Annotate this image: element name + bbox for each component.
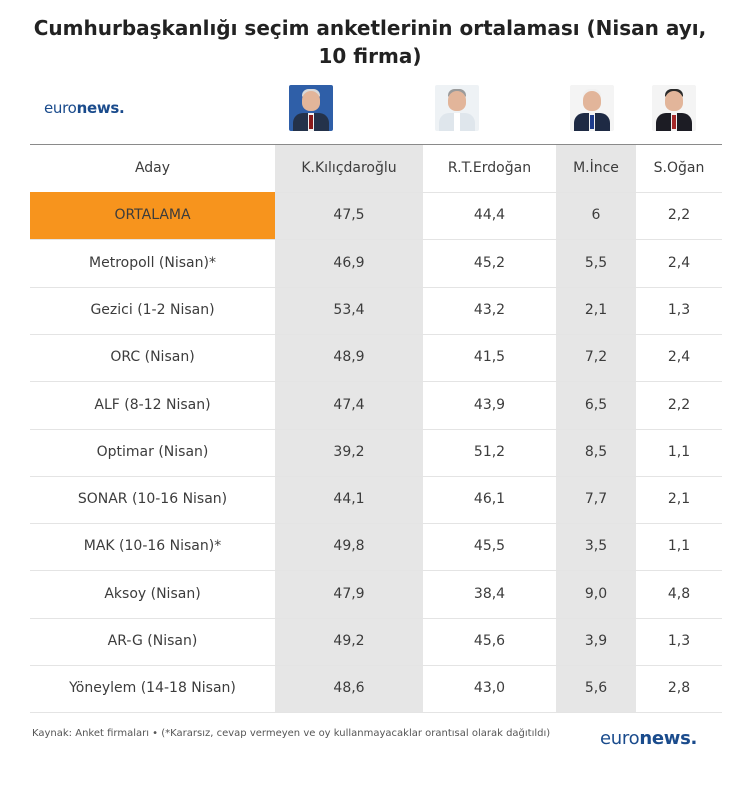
cell-col-ogan: 2,4	[667, 254, 691, 271]
cell-col-kilicdaroglu: 48,9	[333, 349, 365, 366]
cell-col-ogan: 1,3	[667, 633, 691, 649]
cell-col-erdogan: 51,2	[473, 443, 506, 460]
row-label: ALF (8-12 Nisan)	[94, 396, 211, 413]
table-row: Gezici (1-2 Nisan) 53,4 43,2 2,1 1,3	[30, 287, 722, 335]
cell-col-ince: 3,9	[584, 633, 608, 649]
average-row: ORTALAMA 47,5 44,4 6 2,2	[30, 192, 722, 241]
cell-col-ogan: 2,8	[667, 680, 691, 697]
row-label: Yöneylem (14-18 Nisan)	[69, 680, 236, 697]
cell-col-ince: 5,5	[584, 254, 608, 271]
cell-col-ince: 7,2	[584, 349, 608, 366]
cell-col-erdogan: 38,4	[473, 585, 506, 602]
cell-col-kilicdaroglu: 44,1	[333, 491, 365, 508]
cell-col-ogan: 2,2	[667, 396, 691, 413]
table-row: Aksoy (Nisan) 47,9 38,4 9,0 4,8	[30, 571, 722, 619]
cell-col-ince: 3,5	[584, 538, 608, 555]
cell-col-erdogan: 43,2	[473, 301, 506, 318]
cell-col-ogan: 4,8	[667, 585, 691, 602]
logo-prefix: euro	[44, 99, 77, 117]
table-row: ALF (8-12 Nisan) 47,4 43,9 6,5 2,2	[30, 382, 722, 430]
row-label: ORC (Nisan)	[110, 349, 195, 366]
cell-col-erdogan: 41,5	[473, 349, 506, 366]
cell-col-ince: 9,0	[584, 585, 608, 602]
cell-col-kilicdaroglu: 47,9	[333, 585, 365, 602]
source-note: Kaynak: Anket firmaları • (*Kararsız, ce…	[32, 728, 551, 739]
table-row: SONAR (10-16 Nisan) 44,1 46,1 7,7 2,1	[30, 476, 722, 525]
cell-col-kilicdaroglu: 49,8	[333, 538, 365, 555]
cell-col-ogan: 1,3	[667, 301, 691, 318]
cell-col-ince: 6,5	[584, 396, 608, 413]
logo-dot: .	[690, 728, 698, 749]
header-rule	[30, 144, 722, 145]
table-row: Metropoll (Nisan)* 46,9 45,2 5,5 2,4	[30, 240, 722, 288]
header-col-ince: M.İnce	[573, 160, 619, 176]
table-row: AR-G (Nisan) 49,2 45,6 3,9 1,3	[30, 618, 722, 666]
cell-col-ince: 7,7	[584, 491, 608, 508]
cell-col-kilicdaroglu: 39,2	[333, 443, 365, 460]
logo-dot: .	[119, 99, 125, 117]
cell-col-ogan: 1,1	[667, 443, 691, 460]
header-col-kilicdaroglu: K.Kılıçdaroğlu	[301, 160, 397, 176]
cell-col-ogan: 2,2	[667, 207, 691, 224]
candidate-photo-kilicdaroglu	[289, 85, 333, 131]
table-card: euronews. Aday K.Kılıçdaroğlu R.	[30, 72, 722, 772]
candidate-photo-erdogan	[435, 85, 479, 131]
candidate-photo-ince	[570, 85, 614, 131]
euronews-logo: euronews.	[44, 99, 125, 117]
cell-col-ince: 6	[591, 207, 601, 224]
table-row: Optimar (Nisan) 39,2 51,2 8,5 1,1	[30, 429, 722, 477]
cell-col-kilicdaroglu: 49,2	[333, 633, 365, 649]
cell-col-ogan: 2,4	[667, 349, 691, 366]
chart-title: Cumhurbaşkanlığı seçim anketlerinin orta…	[33, 16, 707, 68]
cell-col-erdogan: 46,1	[473, 491, 506, 508]
cell-col-erdogan: 45,5	[473, 538, 506, 555]
row-label: MAK (10-16 Nisan)*	[83, 538, 222, 555]
row-label: Metropoll (Nisan)*	[89, 254, 216, 271]
cell-col-ince: 5,6	[584, 680, 608, 697]
row-label: AR-G (Nisan)	[107, 633, 198, 649]
cell-col-erdogan: 43,9	[473, 396, 506, 413]
table-header-row: Aday K.Kılıçdaroğlu R.T.Erdoğan M.İnce S.Oğa…	[30, 145, 722, 193]
cell-col-kilicdaroglu: 47,4	[333, 396, 365, 413]
header-band: euronews.	[30, 72, 722, 144]
candidate-photo-ogan	[652, 85, 696, 131]
cell-col-ince: 8,5	[584, 443, 608, 460]
table-row: ORC (Nisan) 48,9 41,5 7,2 2,4	[30, 334, 722, 383]
cell-col-ince: 2,1	[584, 301, 608, 318]
cell-col-erdogan: 45,6	[473, 633, 506, 649]
cell-col-erdogan: 44,4	[473, 207, 506, 224]
euronews-logo-bottom: euronews.	[600, 728, 697, 749]
header-col-aday: Aday	[134, 160, 171, 176]
table-row: MAK (10-16 Nisan)* 49,8 45,5 3,5 1,1	[30, 523, 722, 572]
row-label: Gezici (1-2 Nisan)	[90, 301, 215, 318]
row-label: Optimar (Nisan)	[96, 443, 209, 460]
cell-col-kilicdaroglu: 46,9	[333, 254, 365, 271]
row-label: ORTALAMA	[30, 192, 275, 240]
cell-col-erdogan: 43,0	[473, 680, 506, 697]
header-col-erdogan: R.T.Erdoğan	[447, 160, 532, 176]
cell-col-erdogan: 45,2	[473, 254, 506, 271]
logo-prefix: euro	[600, 728, 640, 749]
cell-col-ogan: 1,1	[667, 538, 691, 555]
header-col-ogan: S.Oğan	[653, 160, 705, 176]
cell-col-kilicdaroglu: 47,5	[333, 207, 365, 224]
cell-col-kilicdaroglu: 48,6	[333, 680, 365, 697]
row-label: Aksoy (Nisan)	[104, 585, 201, 602]
cell-col-kilicdaroglu: 53,4	[333, 301, 365, 318]
table-row: Yöneylem (14-18 Nisan) 48,6 43,0 5,6 2,8	[30, 665, 722, 714]
row-label: SONAR (10-16 Nisan)	[77, 491, 228, 508]
logo-bold: news	[639, 728, 691, 749]
cell-col-ogan: 2,1	[667, 491, 691, 508]
logo-bold: news	[76, 99, 120, 117]
